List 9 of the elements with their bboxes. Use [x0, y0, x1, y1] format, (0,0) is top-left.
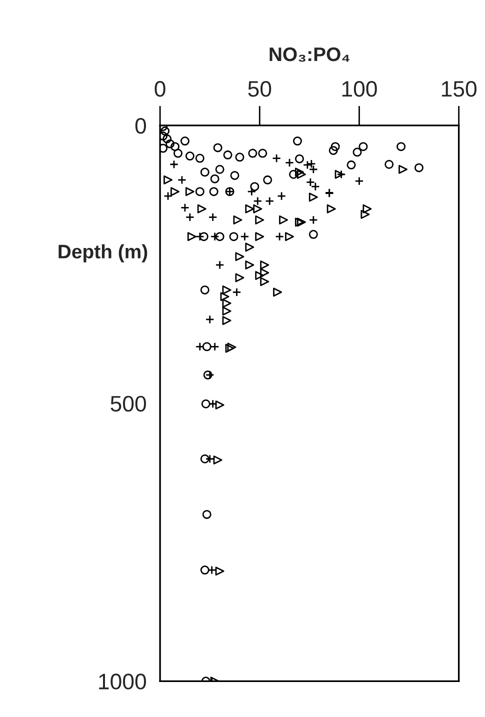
- y-tick-label: 500: [110, 396, 146, 412]
- y-tick-label: 1000: [99, 674, 146, 690]
- y-axis-title: Depth (m): [58, 244, 148, 262]
- x-tick-label: 150: [442, 81, 476, 97]
- x-tick-label: 0: [154, 81, 166, 97]
- x-tick-label: 100: [342, 81, 377, 97]
- x-axis-title: NO₃:PO₄: [270, 47, 350, 62]
- y-tick-label: 0: [135, 118, 146, 134]
- x-tick-label: 50: [248, 81, 272, 97]
